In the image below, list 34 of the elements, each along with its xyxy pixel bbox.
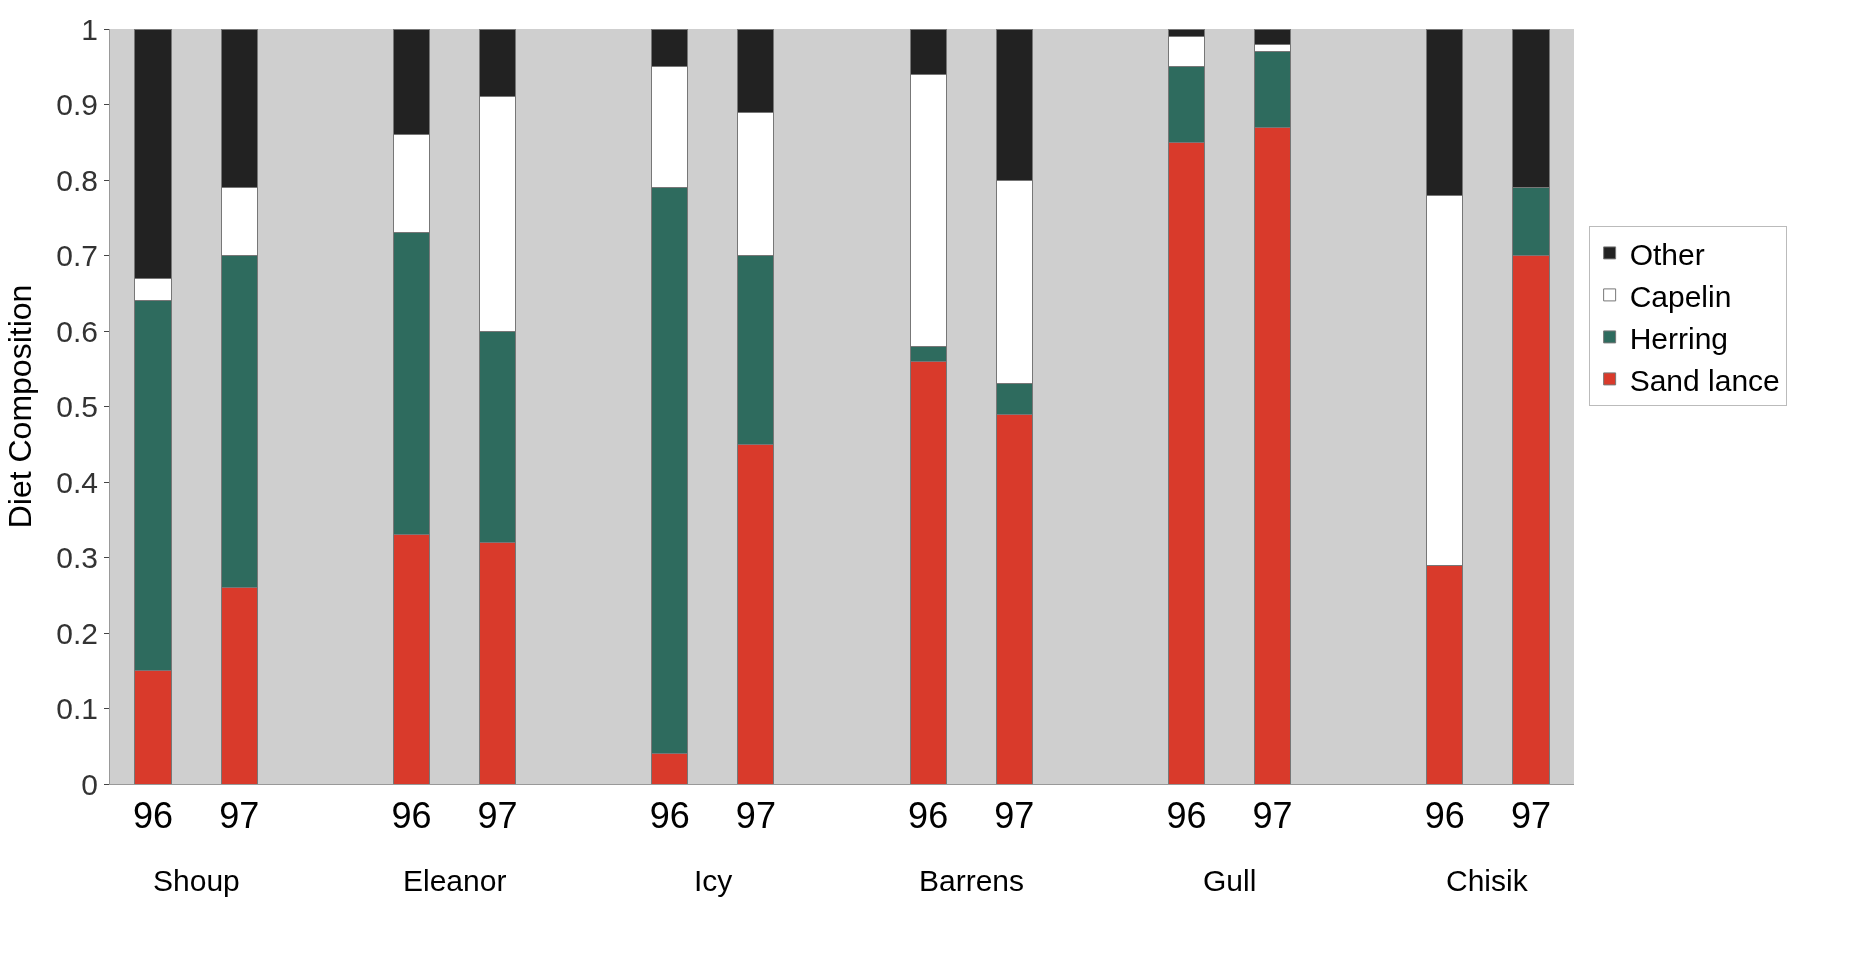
y-tick-label: 0.5 [56,390,98,423]
y-axis-title: Diet Composition [1,284,38,529]
text: Chisik [1446,864,1529,897]
x-tick-label: 96 [1166,795,1207,837]
y-tick-label: 0.8 [56,163,98,197]
y-tick-label: 0 [81,767,98,801]
text: Shoup [153,864,240,897]
x-tick-label: 96 [133,795,174,837]
legend-label: Other [1629,237,1705,271]
x-tick-label: 97 [1510,795,1551,837]
x-tick-label: 97 [1252,795,1293,837]
legend-label: Sand lance [1629,363,1780,397]
x-tick-label: 96 [649,795,690,837]
y-tick-label: 0.6 [56,314,98,348]
x-tick-label: 96 [1424,795,1465,837]
text: Barrens [919,864,1025,897]
y-tick-label: 0.9 [56,88,98,121]
x-tick-label: 97 [994,795,1035,837]
y-tick-label: 0.4 [56,465,98,499]
y-tick-label: 0.3 [56,541,98,574]
text: Icy [694,864,733,897]
y-tick-label: 0.7 [56,239,98,272]
x-tick-label: 97 [477,795,518,837]
legend-label: Capelin [1629,279,1732,313]
y-tick-label: 1 [81,12,98,46]
y-tick-label: 0.2 [56,616,98,650]
legend-label: Herring [1629,321,1729,355]
x-tick-label: 96 [391,795,432,837]
x-tick-label: 96 [908,795,949,837]
y-tick-label: 0.1 [56,692,98,725]
x-tick-label: 97 [735,795,776,837]
text: Gull [1203,864,1257,897]
x-tick-label: 97 [219,795,260,837]
text: Eleanor [403,864,507,897]
